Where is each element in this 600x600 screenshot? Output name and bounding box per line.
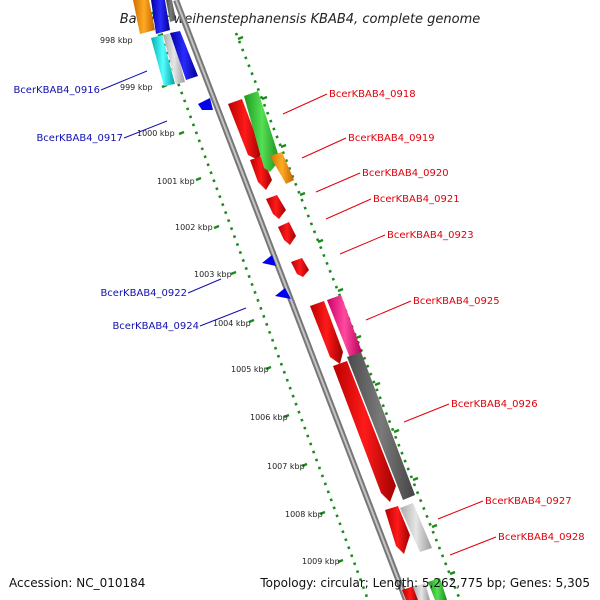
genome-title: Bacillus weihenstephanensis KBAB4, compl… — [120, 12, 481, 27]
light-gray-feature[interactable] — [163, 33, 185, 84]
gene-label[interactable]: BcerKBAB4_0927 — [485, 496, 572, 507]
gene-bcerkbab4-0925[interactable] — [310, 301, 343, 364]
gene-label[interactable]: BcerKBAB4_0922 — [100, 288, 187, 299]
gray-feature[interactable] — [347, 352, 415, 500]
outer-ruler-ticks — [237, 35, 456, 576]
gene-label[interactable]: BcerKBAB4_0923 — [387, 230, 474, 241]
kbp-label: 1003 kbp — [194, 270, 232, 279]
kbp-label: 1000 kbp — [137, 129, 175, 138]
gene-bcerkbab4-0926[interactable] — [333, 361, 396, 502]
kbp-label: 1005 kbp — [231, 365, 269, 374]
gene-label[interactable]: BcerKBAB4_0919 — [348, 133, 435, 144]
reverse-gene-labels: BcerKBAB4_0916 BcerKBAB4_0917 BcerKBAB4_… — [13, 85, 199, 332]
kbp-ticks — [157, 32, 344, 564]
gene-label[interactable]: BcerKBAB4_0918 — [329, 89, 416, 100]
kbp-labels: 998 kbp 999 kbp 1000 kbp 1001 kbp 1002 k… — [100, 36, 340, 566]
cyan-feature[interactable] — [151, 35, 175, 86]
gene-bcerkbab4-0924[interactable] — [275, 288, 291, 299]
leader-lines — [100, 70, 497, 556]
kbp-label: 999 kbp — [120, 83, 153, 92]
forward-genes — [228, 99, 418, 600]
gene-label[interactable]: BcerKBAB4_0920 — [362, 168, 449, 179]
orange-feature[interactable] — [270, 152, 294, 184]
gene-bcerkbab4-0921[interactable] — [278, 222, 296, 245]
green-feature-bottom[interactable] — [428, 578, 447, 600]
orange-feature-top — [133, 0, 155, 34]
forward-gene-labels: BcerKBAB4_0918 BcerKBAB4_0919 BcerKBAB4_… — [329, 89, 585, 543]
kbp-label: 1009 kbp — [302, 557, 340, 566]
magenta-feature[interactable] — [327, 295, 362, 358]
gene-label[interactable]: BcerKBAB4_0924 — [112, 321, 199, 332]
kbp-label: 998 kbp — [100, 36, 133, 45]
inner-ruler — [150, 11, 370, 600]
light-gray-feature-lower[interactable] — [400, 503, 432, 552]
blue-gene-top — [151, 0, 170, 34]
kbp-label: 1007 kbp — [267, 462, 305, 471]
gene-label[interactable]: BcerKBAB4_0925 — [413, 296, 500, 307]
green-feature[interactable] — [244, 91, 280, 172]
kbp-label: 1008 kbp — [285, 510, 323, 519]
gene-bcerkbab4-0920[interactable] — [266, 195, 286, 219]
accession-text: Accession: NC_010184 — [9, 576, 145, 590]
gene-bcerkbab4-0919[interactable] — [250, 156, 272, 190]
gray-feature-bottom[interactable] — [413, 583, 430, 600]
forward-features — [244, 91, 447, 600]
gray-feature-top — [166, 0, 176, 22]
reverse-features-top — [133, 0, 213, 110]
kbp-label: 1004 kbp — [213, 319, 251, 328]
gene-label[interactable]: BcerKBAB4_0917 — [36, 133, 123, 144]
gene-label[interactable]: BcerKBAB4_0928 — [498, 532, 585, 543]
gene-bcerkbab4-0923[interactable] — [291, 258, 309, 277]
gene-bcerkbab4-0927[interactable] — [385, 506, 410, 554]
gene-bcerkbab4-0918[interactable] — [228, 99, 262, 160]
gene-bcerkbab4-0922[interactable] — [262, 255, 276, 266]
kbp-label: 1006 kbp — [250, 413, 288, 422]
kbp-label: 1002 kbp — [175, 223, 213, 232]
genome-backbone-highlight — [175, 0, 407, 600]
gene-label[interactable]: BcerKBAB4_0921 — [373, 194, 460, 205]
gene-label[interactable]: BcerKBAB4_0916 — [13, 85, 100, 96]
kbp-label: 1001 kbp — [157, 177, 195, 186]
gene-label[interactable]: BcerKBAB4_0926 — [451, 399, 538, 410]
genome-stats-text: Topology: circular; Length: 5,262,775 bp… — [259, 576, 590, 590]
gene-bcerkbab4-0917[interactable] — [198, 98, 213, 110]
gene-bcerkbab4-0916[interactable] — [170, 31, 198, 80]
